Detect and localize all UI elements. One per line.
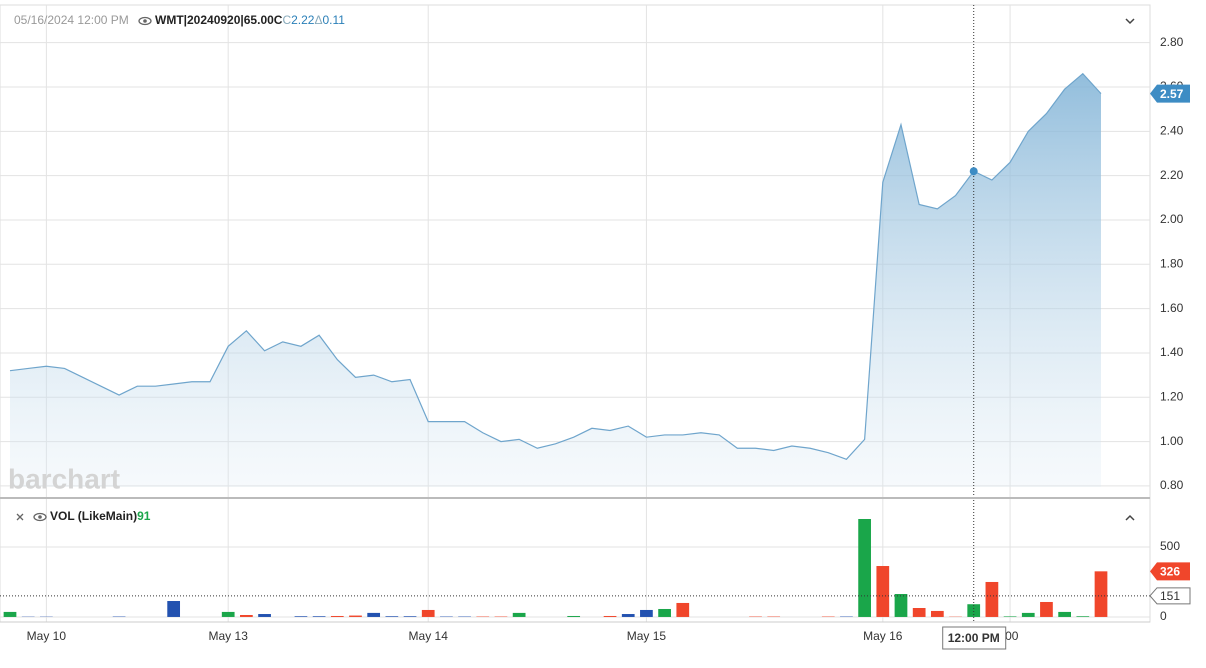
x-tick-label: May 15 [627, 629, 667, 643]
y-tick-label: 500 [1160, 539, 1180, 553]
y-tick-label: 0.80 [1160, 478, 1184, 492]
datetime: 05/16/2024 12:00 PM [14, 13, 129, 27]
last-price-label: 2.57 [1160, 87, 1184, 101]
volume-bar [4, 612, 17, 617]
x-tick-label: May 10 [27, 629, 67, 643]
y-tick-label: 2.40 [1160, 123, 1184, 137]
volume-bar [422, 610, 435, 617]
volume-value: 91 [137, 509, 151, 523]
crosshair-point [970, 167, 978, 175]
crosshair-tag-label: 151 [1160, 589, 1180, 603]
volume-bar [385, 616, 398, 617]
y-tick-label: 2.00 [1160, 212, 1184, 226]
volume-bar [513, 613, 526, 617]
change-prefix: Δ [314, 13, 322, 27]
volume-bar [895, 594, 908, 617]
close-prefix: C [282, 13, 291, 27]
volume-bar [1076, 616, 1089, 617]
volume-bar [640, 610, 653, 617]
volume-bar [1022, 613, 1035, 617]
volume-title: VOL (LikeMain) [50, 509, 137, 523]
last-volume-label: 326 [1160, 565, 1180, 579]
volume-header: VOL (LikeMain)91 [50, 509, 151, 523]
volume-bar [240, 615, 253, 617]
volume-bar [295, 616, 308, 617]
volume-bar [349, 616, 362, 617]
y-tick-label: 2.20 [1160, 168, 1184, 182]
volume-bar [1004, 616, 1017, 617]
volume-bar [658, 609, 671, 617]
volume-bar [331, 616, 344, 617]
change-value: 0.11 [323, 13, 346, 27]
volume-bar [1058, 612, 1071, 617]
volume-bar [931, 611, 944, 617]
y-tick-label: 1.80 [1160, 256, 1184, 270]
volume-bar [222, 612, 235, 617]
header: 05/16/2024 12:00 PM [14, 13, 129, 27]
x-tick-label: May 16 [863, 629, 903, 643]
volume-bar [567, 616, 580, 617]
volume-bar [986, 582, 999, 617]
volume-bar [858, 519, 871, 617]
volume-bar [876, 566, 889, 617]
volume-bar [604, 616, 617, 617]
x-tick-label: May 14 [409, 629, 449, 643]
volume-bar [313, 616, 326, 617]
volume-bar [913, 608, 926, 617]
x-tick-label: May 13 [209, 629, 249, 643]
y-tick-label: 1.00 [1160, 434, 1184, 448]
volume-bar [622, 614, 635, 617]
volume-bar [676, 603, 689, 617]
watermark: barchart [8, 463, 120, 494]
y-tick-label: 1.20 [1160, 389, 1184, 403]
close-value: 2.22 [291, 13, 315, 27]
quote: WMT|20240920|65.00CC2.22Δ0.11 [155, 13, 345, 27]
volume-bar [1040, 602, 1053, 617]
volume-bar [967, 604, 980, 617]
volume-bar [167, 601, 180, 617]
volume-bar [367, 613, 380, 617]
y-tick-label: 1.60 [1160, 301, 1184, 315]
crosshair-x-label: 12:00 PM [948, 631, 1000, 645]
volume-bar [1095, 571, 1108, 617]
y-tick-label: 2.80 [1160, 35, 1184, 49]
volume-bar [258, 614, 271, 617]
y-tick-label: 1.40 [1160, 345, 1184, 359]
y-tick-label: 0 [1160, 609, 1167, 623]
volume-bar [404, 616, 417, 617]
symbol: WMT|20240920|65.00C [155, 13, 283, 27]
